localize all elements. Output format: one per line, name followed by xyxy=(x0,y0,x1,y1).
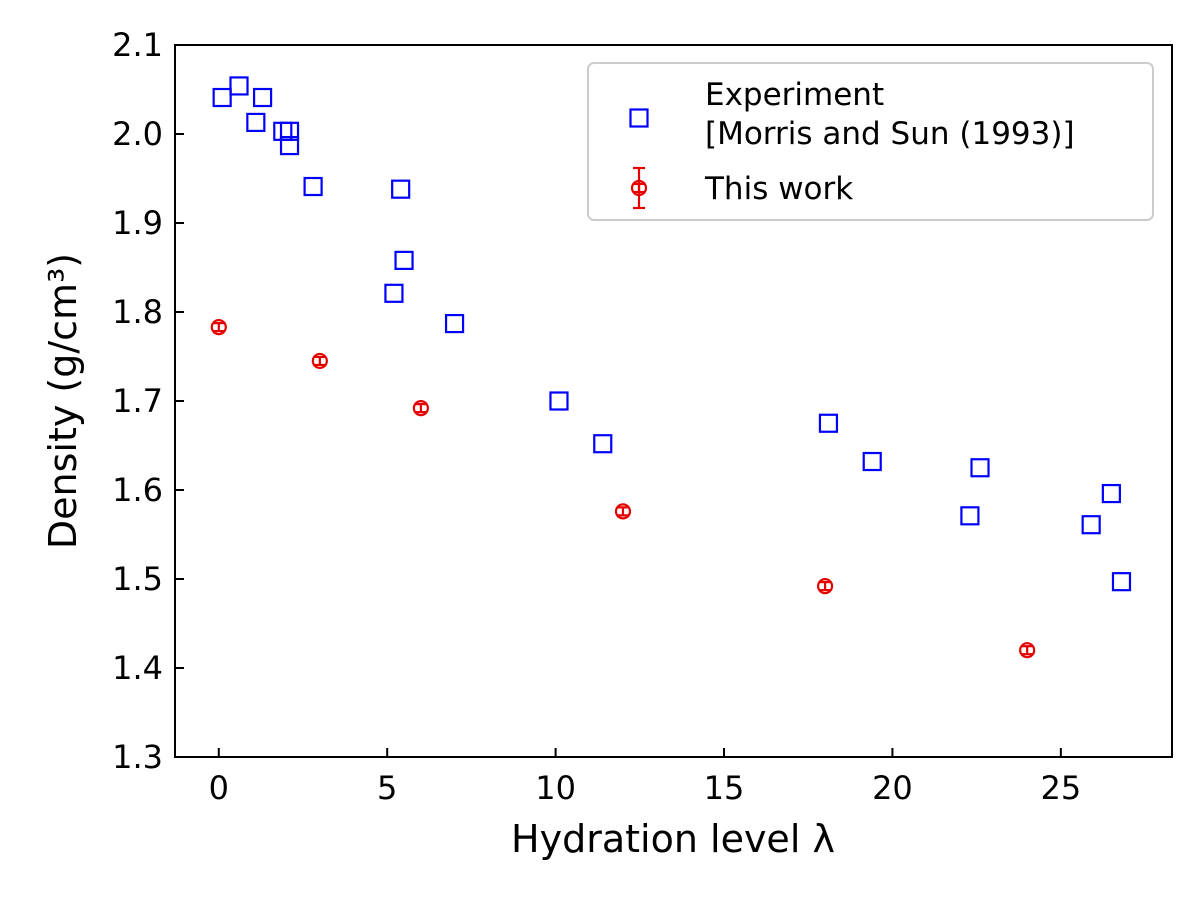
legend-label: [Morris and Sun (1993)] xyxy=(705,116,1075,152)
y-axis-label: Density (g/cm³) xyxy=(41,253,85,549)
data-point-experiment xyxy=(818,413,839,433)
y-tick-label: 1.3 xyxy=(112,738,163,776)
y-tick-label: 2.1 xyxy=(112,26,163,64)
y-tick-label: 1.5 xyxy=(112,560,163,598)
x-tick-label: 0 xyxy=(209,769,229,807)
axis-ticks: 0 5 10 15 20 25 1.3 1.4 1.5 1.6 1.7 1.8 1.9 2.0 2.1 xyxy=(112,26,1081,807)
series-this-work xyxy=(210,319,1036,659)
legend-label: Experiment xyxy=(705,77,884,113)
data-point-experiment xyxy=(444,313,465,334)
y-tick-label: 1.4 xyxy=(112,649,163,687)
circle-marker xyxy=(412,400,429,417)
data-point-experiment xyxy=(960,506,980,526)
y-tick-label: 1.8 xyxy=(112,293,163,331)
data-point-experiment xyxy=(246,112,266,133)
legend: Experiment[Morris and Sun (1993)] This wo… xyxy=(587,62,1154,221)
circle-marker xyxy=(1019,642,1036,659)
x-tick-label: 10 xyxy=(535,769,576,807)
x-tick-label: 15 xyxy=(704,769,745,807)
data-point-experiment xyxy=(279,135,300,156)
y-tick-label: 1.6 xyxy=(112,471,163,509)
circle-marker xyxy=(614,503,632,520)
data-point-experiment xyxy=(1081,515,1101,535)
data-point-experiment xyxy=(593,434,613,454)
y-tick-label: 2.0 xyxy=(112,115,163,153)
data-point-experiment xyxy=(970,458,990,478)
x-tick-label: 5 xyxy=(377,769,397,807)
circle-marker xyxy=(210,319,227,336)
legend-entry: Experiment[Morris and Sun (1993)] xyxy=(629,77,1075,152)
data-point-this-work xyxy=(614,503,632,520)
series-experiment xyxy=(212,76,1132,592)
data-point-this-work xyxy=(210,319,227,336)
data-point-experiment xyxy=(303,176,323,197)
data-point-this-work xyxy=(816,578,834,595)
data-point-experiment xyxy=(1111,572,1132,592)
legend-label: This work xyxy=(704,171,853,207)
data-point-experiment xyxy=(1101,483,1121,504)
data-point-experiment xyxy=(252,87,273,108)
x-axis-label: Hydration level λ xyxy=(511,817,835,861)
circle-marker xyxy=(816,578,834,595)
legend-square-marker xyxy=(629,108,649,128)
data-point-experiment xyxy=(212,87,232,108)
data-point-experiment xyxy=(229,76,249,96)
data-point-experiment xyxy=(384,283,404,303)
data-point-experiment xyxy=(549,391,569,411)
data-point-this-work xyxy=(1019,642,1036,659)
y-tick-label: 1.7 xyxy=(112,382,163,420)
data-point-this-work xyxy=(412,400,429,417)
legend-box xyxy=(587,62,1154,221)
legend-entry: This work xyxy=(630,166,853,210)
plot-marks xyxy=(210,76,1132,659)
data-point-experiment xyxy=(394,250,414,270)
circle-marker xyxy=(311,352,328,370)
x-tick-label: 20 xyxy=(872,769,913,807)
y-tick-label: 1.9 xyxy=(112,204,163,242)
data-point-experiment xyxy=(862,451,882,472)
x-tick-label: 25 xyxy=(1040,769,1081,807)
data-point-experiment xyxy=(391,179,411,199)
data-point-experiment xyxy=(279,121,300,141)
data-point-this-work xyxy=(311,352,328,370)
